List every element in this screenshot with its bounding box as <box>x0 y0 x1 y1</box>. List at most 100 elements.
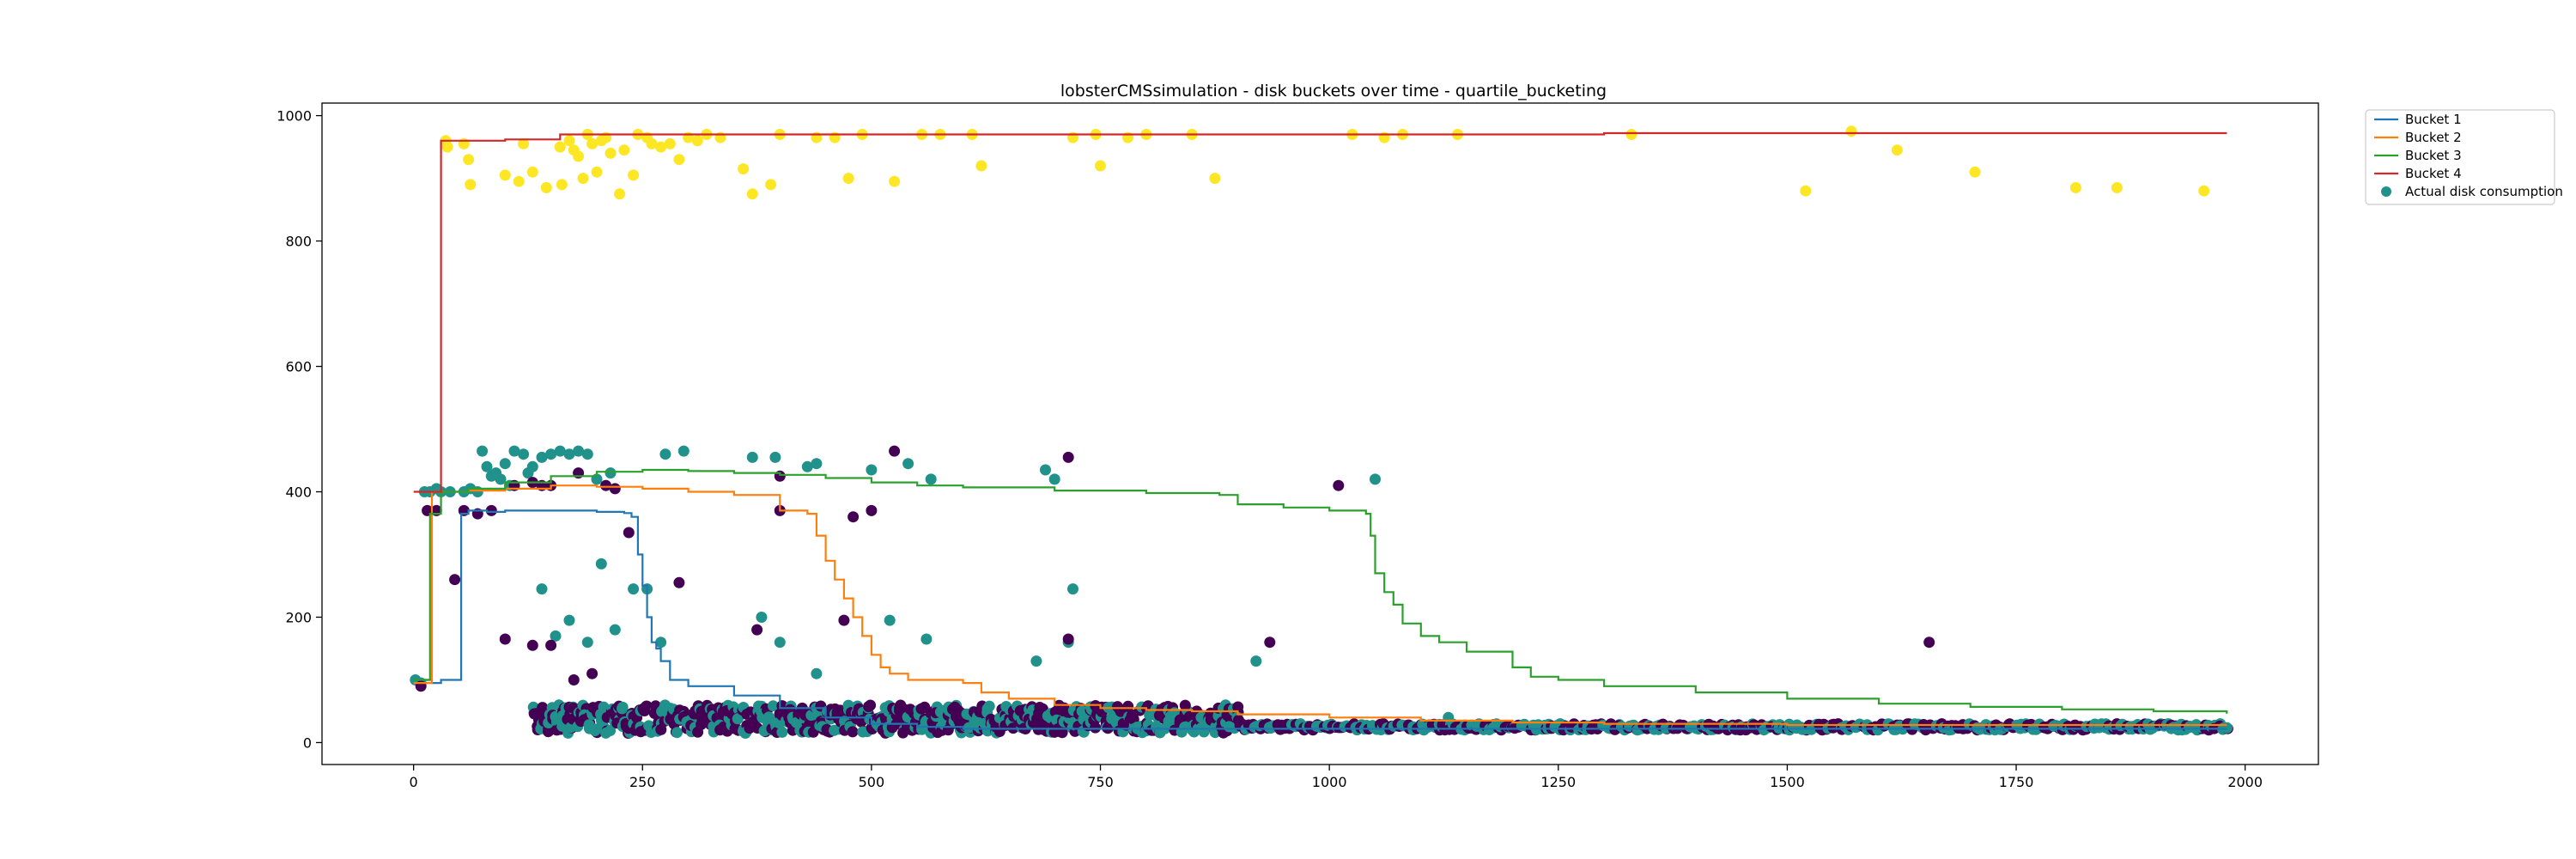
scatter-point <box>1800 185 1812 197</box>
scatter-point <box>671 727 683 739</box>
x-tick-label: 500 <box>859 774 885 790</box>
y-tick-label: 0 <box>303 734 312 751</box>
scatter-dense-band <box>527 699 2233 739</box>
scatter-point <box>847 726 859 738</box>
scatter-point <box>738 163 750 175</box>
scatter-point <box>746 451 758 463</box>
scatter-point <box>983 700 995 712</box>
scatter-point <box>540 182 552 193</box>
scatter-point <box>866 464 878 476</box>
scatter-point <box>536 583 548 595</box>
scatter-point <box>581 637 593 649</box>
scatter-point <box>2069 182 2081 193</box>
scatter-point <box>765 179 777 191</box>
scatter-point <box>1067 583 1078 595</box>
scatter-point <box>732 713 744 725</box>
scatter-point <box>677 445 690 457</box>
scatter-point <box>499 169 511 181</box>
scatter-point <box>659 448 671 460</box>
scatter-point <box>526 166 538 178</box>
y-tick-label: 800 <box>285 234 312 250</box>
scatter-point <box>769 451 781 463</box>
scatter-point <box>2111 182 2123 193</box>
scatter-point <box>1122 700 1134 712</box>
x-tick-label: 250 <box>629 774 656 790</box>
scatter-point <box>646 137 658 149</box>
scatter-point <box>655 723 667 735</box>
scatter-point <box>884 614 896 626</box>
scatter-point <box>1625 129 1637 140</box>
scatter-point <box>628 169 640 181</box>
scatter-point <box>691 135 703 147</box>
scatter-point <box>842 173 854 185</box>
scatter-point <box>586 667 598 679</box>
axes: 0 250 500 750 1000 1250 1500 1750 2000 0 200 400 600… <box>276 102 2319 790</box>
legend: Bucket 1 Bucket 2 Bucket 3 Bucket 4 Actual d… <box>2365 109 2563 205</box>
scatter-point <box>641 700 653 712</box>
scatter-point <box>1891 144 1903 156</box>
legend-label: Bucket 4 <box>2405 166 2462 181</box>
scatter-point <box>902 458 914 470</box>
scatter-point <box>655 637 667 649</box>
scatter-point <box>655 141 667 153</box>
scatter-point <box>568 674 580 685</box>
scatter-point <box>1062 451 1074 463</box>
scatter-point <box>889 445 901 457</box>
scatter-point <box>664 137 676 149</box>
scatter-point <box>1076 705 1088 717</box>
scatter-point <box>838 614 850 626</box>
scatter-point <box>605 467 617 479</box>
scatter-point <box>811 458 823 470</box>
scatter-point <box>573 150 585 162</box>
chart-title: lobsterCMSsimulation - disk buckets over… <box>1060 82 1607 101</box>
scatter-point <box>605 147 617 159</box>
x-tick-label: 1250 <box>1540 774 1576 790</box>
scatter-point <box>801 460 813 472</box>
x-tick-label: 2000 <box>2227 774 2263 790</box>
series-line-bucket-4 <box>413 131 2227 493</box>
scatter-point <box>2221 722 2233 734</box>
scatter-point <box>1923 637 1935 649</box>
scatter-point <box>1030 655 1042 667</box>
scatter-point <box>556 179 568 191</box>
scatter-point <box>595 557 607 570</box>
legend-label: Bucket 3 <box>2405 148 2462 163</box>
x-tick-label: 1500 <box>1770 774 1805 790</box>
scatter-point <box>573 445 585 457</box>
series-line-bucket-3 <box>413 468 2228 714</box>
scatter-point <box>563 614 575 626</box>
scatter-point <box>756 612 768 623</box>
x-tick-label: 1000 <box>1312 774 1347 790</box>
scatter-point <box>628 583 640 595</box>
scatter-point <box>1370 473 1381 485</box>
scatter-point <box>545 639 557 651</box>
y-tick-label: 600 <box>285 359 312 375</box>
scatter-point <box>550 630 562 642</box>
scatter-point <box>673 576 685 588</box>
scatter-point <box>1179 699 1191 711</box>
scatter-point <box>508 445 520 457</box>
scatter-point <box>776 726 788 738</box>
scatter-point <box>1969 166 1981 178</box>
scatter-point <box>581 448 593 460</box>
scatter-point <box>1250 655 1262 667</box>
scatter-point <box>609 483 621 495</box>
scatter-point <box>2198 185 2210 197</box>
scatter-point <box>591 166 603 178</box>
scatter-point <box>518 448 530 460</box>
legend-box <box>2365 109 2555 205</box>
scatter-point <box>920 633 933 645</box>
series-line-bucket-1 <box>413 509 2227 730</box>
scatter-point <box>449 574 461 586</box>
y-tick-label: 200 <box>285 609 312 625</box>
scatter-point <box>463 154 475 166</box>
scatter-point <box>811 667 823 679</box>
legend-label: Bucket 1 <box>2405 112 2462 127</box>
scatter-point <box>673 154 685 166</box>
y-tick-label: 1000 <box>276 108 312 125</box>
scatter-point <box>1333 479 1345 491</box>
scatter-point <box>1209 173 1221 185</box>
scatter-point <box>1264 637 1276 649</box>
legend-label: Bucket 2 <box>2405 130 2462 145</box>
